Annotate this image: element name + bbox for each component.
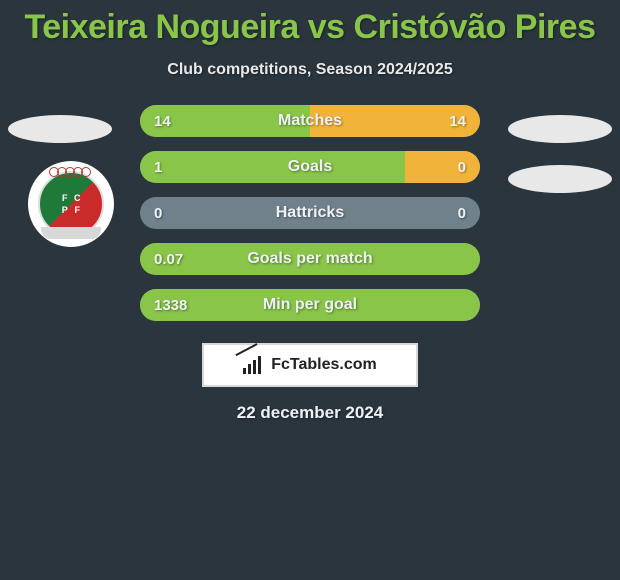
bar-label: Min per goal xyxy=(140,289,480,321)
bar-value-left: 1338 xyxy=(154,289,187,321)
stat-bar: Goals1 0 xyxy=(140,151,480,183)
bar-value-left: 0 xyxy=(154,197,162,229)
bar-value-left: 1 xyxy=(154,151,162,183)
brand-text: FcTables.com xyxy=(271,356,377,374)
stat-bar: Hattricks0 0 xyxy=(140,197,480,229)
bar-value-left: 14 xyxy=(154,105,171,137)
chart-icon xyxy=(243,356,265,374)
brand-box[interactable]: FcTables.com xyxy=(202,343,418,387)
club-right-placeholder xyxy=(508,165,612,193)
stat-bar: Goals per match0.07 xyxy=(140,243,480,275)
bar-label: Matches xyxy=(140,105,480,137)
club-left-badge: F C P F xyxy=(28,161,114,247)
bar-label: Hattricks xyxy=(140,197,480,229)
page-title: Teixeira Nogueira vs Cristóvão Pires xyxy=(0,0,620,47)
player-right-placeholder xyxy=(508,115,612,143)
subtitle: Club competitions, Season 2024/2025 xyxy=(0,61,620,79)
bar-value-right: 0 xyxy=(458,151,466,183)
club-banner xyxy=(41,227,101,239)
bar-label: Goals xyxy=(140,151,480,183)
date-text: 22 december 2024 xyxy=(0,403,620,423)
bar-value-left: 0.07 xyxy=(154,243,183,275)
bar-value-right: 0 xyxy=(458,197,466,229)
club-crest: F C P F xyxy=(38,171,104,237)
bar-value-right: 14 xyxy=(449,105,466,137)
stat-bars: Matches1414Goals10Hattricks00Goals per m… xyxy=(140,105,480,335)
club-initials: F C P F xyxy=(62,193,81,215)
stat-bar: Matches14 14 xyxy=(140,105,480,137)
comparison-panel: F C P F Matches1414Goals10Hattricks00Goa… xyxy=(0,105,620,435)
stat-bar: Min per goal1338 xyxy=(140,289,480,321)
bar-label: Goals per match xyxy=(140,243,480,275)
olympic-rings-icon xyxy=(51,167,91,177)
player-left-placeholder xyxy=(8,115,112,143)
